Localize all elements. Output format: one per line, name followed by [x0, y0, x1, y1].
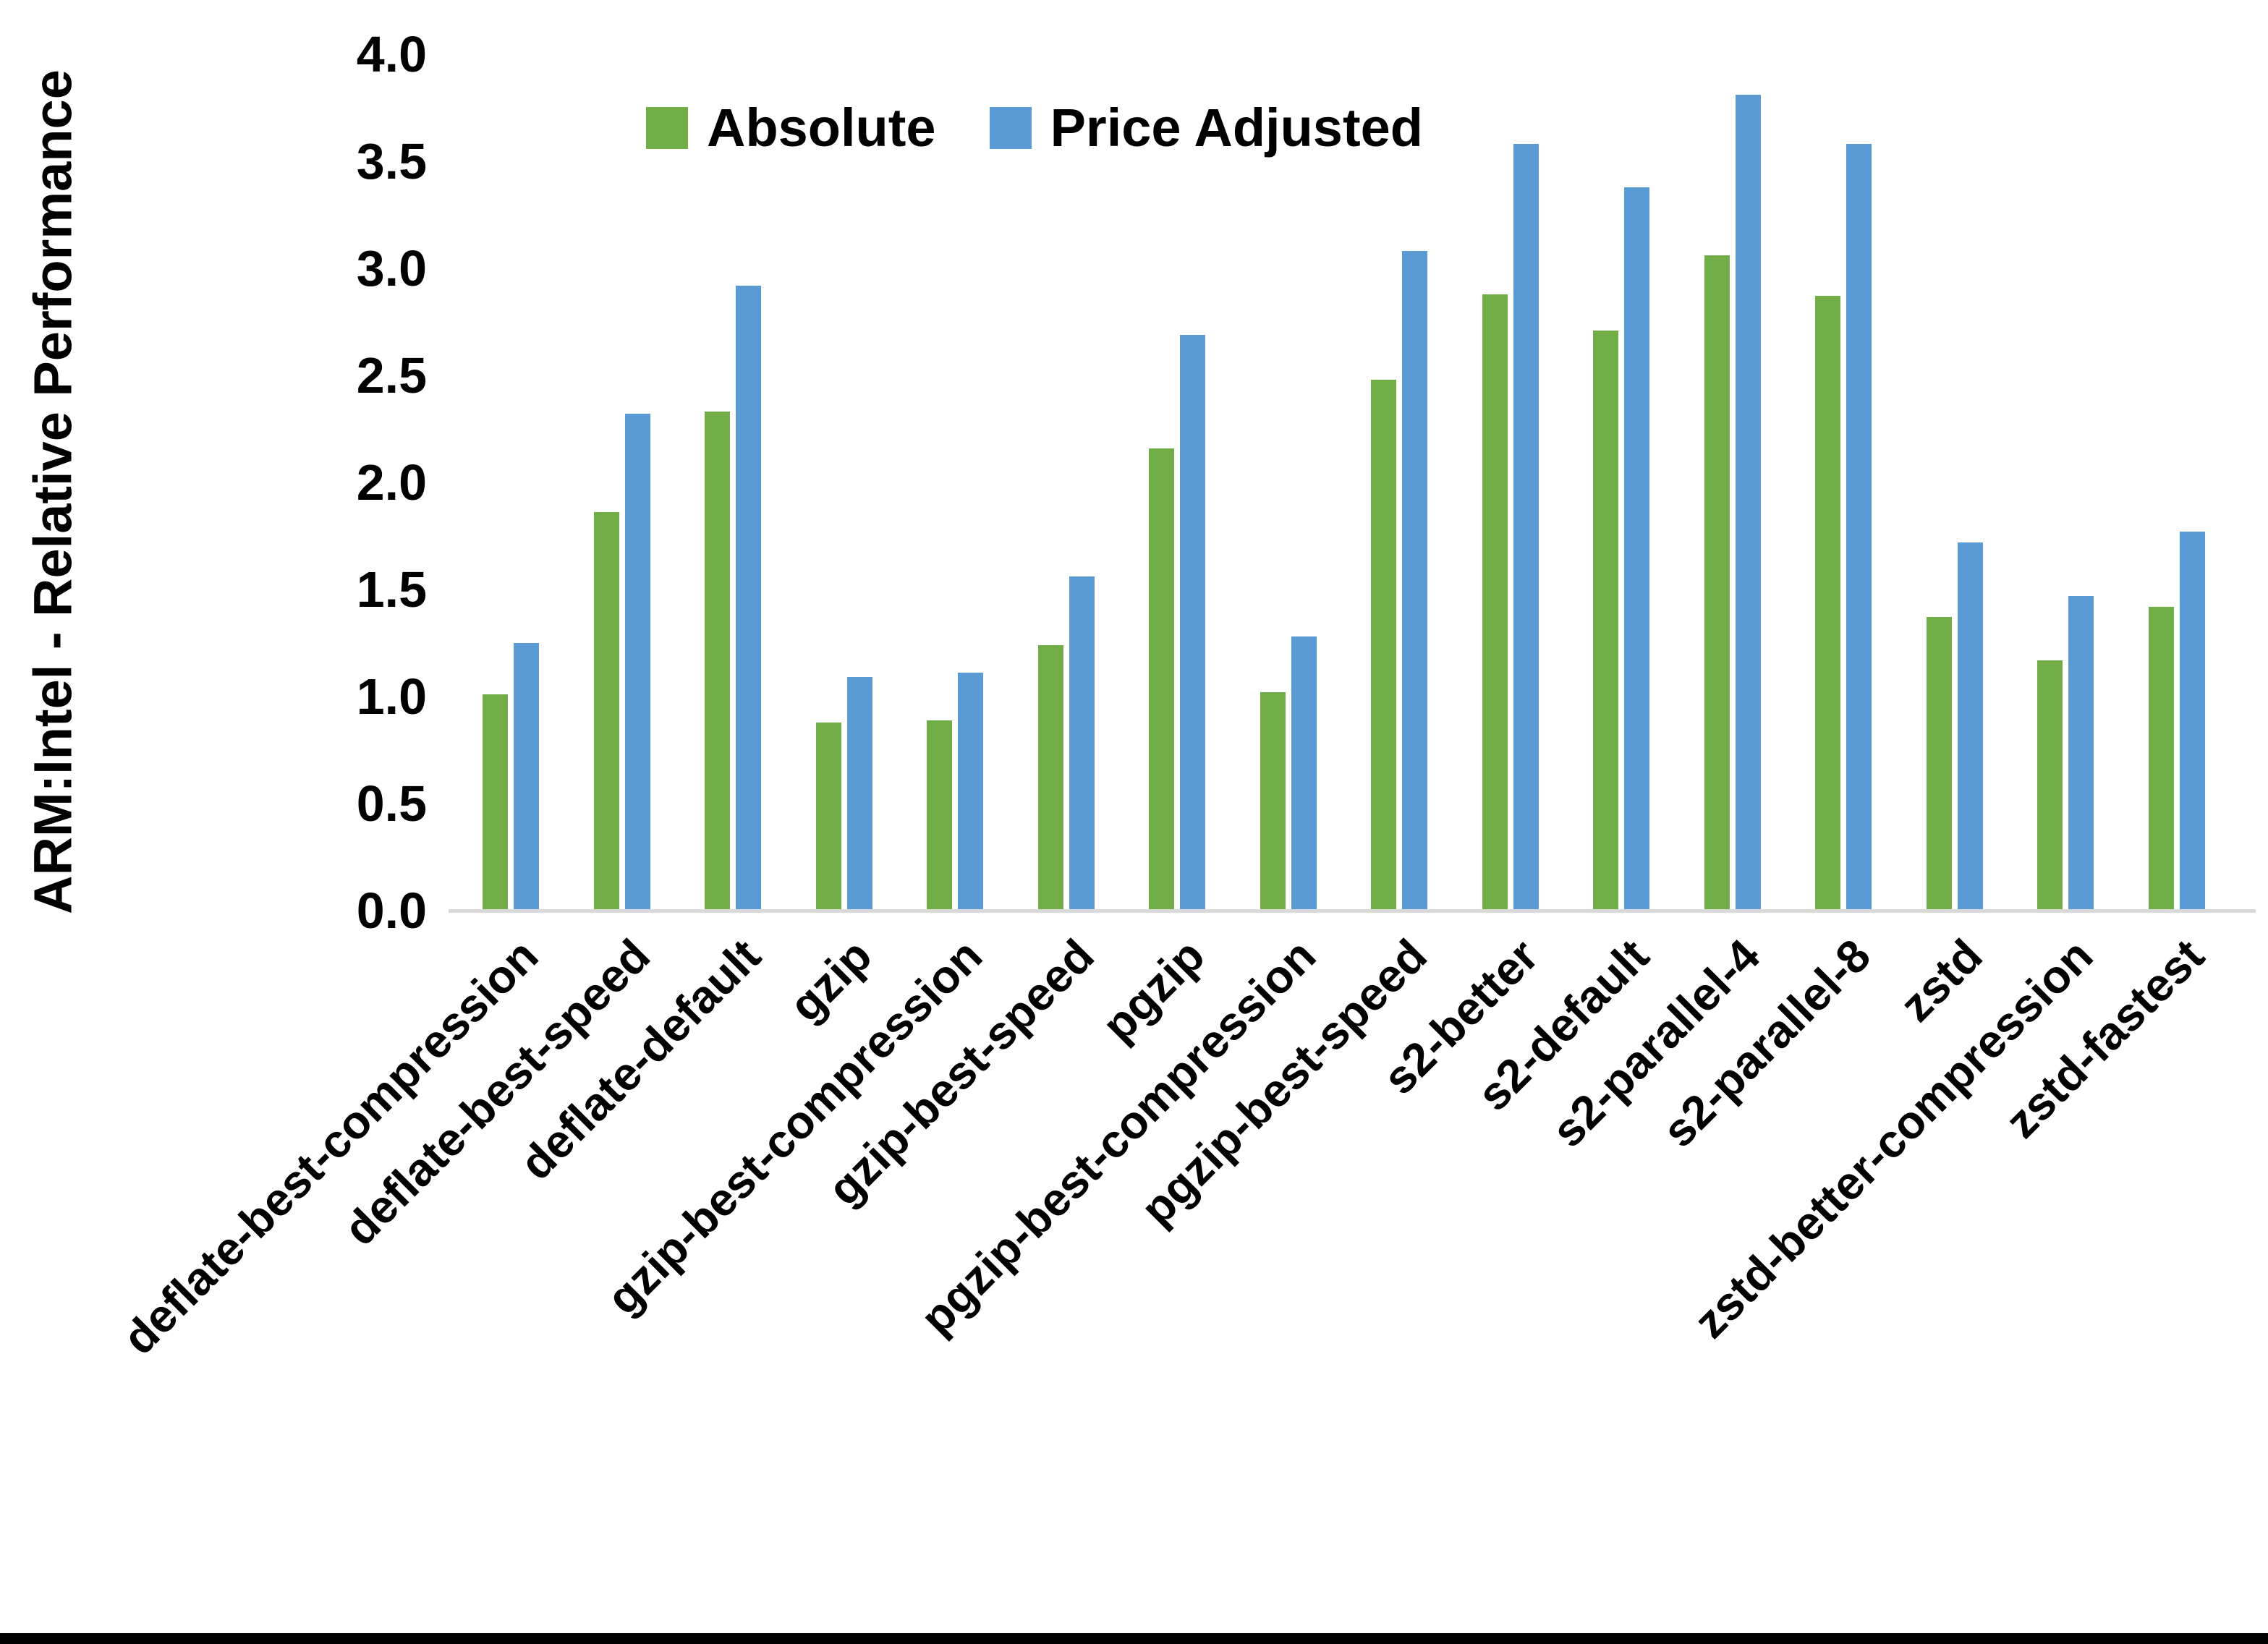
y-tick-label: 0.5	[356, 775, 427, 832]
bottom-border-bar	[0, 1633, 2268, 1644]
legend-swatch-icon	[646, 106, 688, 149]
x-category-label: deflate-best-compression	[112, 929, 548, 1365]
legend: Absolute Price Adjusted	[646, 97, 1423, 158]
bar-price-adjusted-gzip	[847, 677, 872, 911]
bar-absolute-s2-parallel-4	[1704, 255, 1730, 911]
y-tick-label: 0.0	[356, 882, 427, 939]
bar-absolute-deflate-best-speed	[594, 512, 619, 911]
bar-price-adjusted-zstd-better-compression	[2068, 596, 2094, 911]
bar-absolute-zstd-better-compression	[2037, 660, 2063, 911]
bar-price-adjusted-gzip-best-compression	[958, 673, 983, 911]
bar-price-adjusted-pgzip-best-compression	[1291, 636, 1317, 911]
y-tick-label: 2.5	[356, 347, 427, 404]
bar-price-adjusted-deflate-default	[736, 286, 761, 911]
legend-item-price-adjusted: Price Adjusted	[989, 97, 1423, 158]
bar-absolute-gzip	[816, 723, 841, 911]
bar-absolute-s2-better	[1482, 294, 1508, 911]
bar-price-adjusted-s2-parallel-4	[1736, 95, 1761, 911]
y-tick-label: 1.5	[356, 561, 427, 618]
bar-price-adjusted-pgzip	[1180, 335, 1205, 911]
bar-price-adjusted-s2-better	[1513, 144, 1539, 911]
y-tick-label: 3.0	[356, 240, 427, 297]
bar-price-adjusted-s2-default	[1624, 187, 1649, 911]
bar-price-adjusted-gzip-best-speed	[1069, 576, 1095, 911]
bar-absolute-s2-default	[1593, 331, 1618, 911]
y-tick-label: 3.5	[356, 133, 427, 189]
bar-price-adjusted-zstd-fastest	[2180, 532, 2205, 911]
bar-absolute-zstd-fastest	[2149, 607, 2174, 911]
legend-item-absolute: Absolute	[646, 97, 936, 158]
bar-absolute-deflate-default	[705, 412, 730, 911]
bar-price-adjusted-deflate-best-speed	[625, 414, 650, 911]
bar-absolute-deflate-best-compression	[483, 694, 508, 911]
bar-price-adjusted-deflate-best-compression	[514, 643, 539, 911]
legend-label: Price Adjusted	[1050, 98, 1423, 158]
bar-price-adjusted-pgzip-best-speed	[1402, 251, 1427, 911]
legend-label: Absolute	[707, 98, 936, 158]
bar-absolute-pgzip-best-speed	[1371, 380, 1396, 911]
bar-absolute-gzip-best-compression	[927, 720, 952, 911]
y-tick-label: 1.0	[356, 668, 427, 725]
y-tick-label: 4.0	[356, 26, 427, 82]
legend-swatch-icon	[989, 106, 1032, 149]
y-axis-title: ARM:Intel - Relative Performance	[22, 69, 83, 914]
bar-absolute-gzip-best-speed	[1038, 645, 1063, 911]
y-tick-label: 2.0	[356, 454, 427, 511]
bar-price-adjusted-zstd	[1958, 542, 1983, 911]
bar-absolute-zstd	[1927, 617, 1952, 911]
bar-absolute-pgzip	[1149, 448, 1174, 911]
x-axis-line	[449, 909, 2256, 913]
bar-price-adjusted-s2-parallel-8	[1846, 144, 1872, 911]
bar-absolute-s2-parallel-8	[1815, 296, 1840, 911]
bar-absolute-pgzip-best-compression	[1260, 692, 1286, 911]
